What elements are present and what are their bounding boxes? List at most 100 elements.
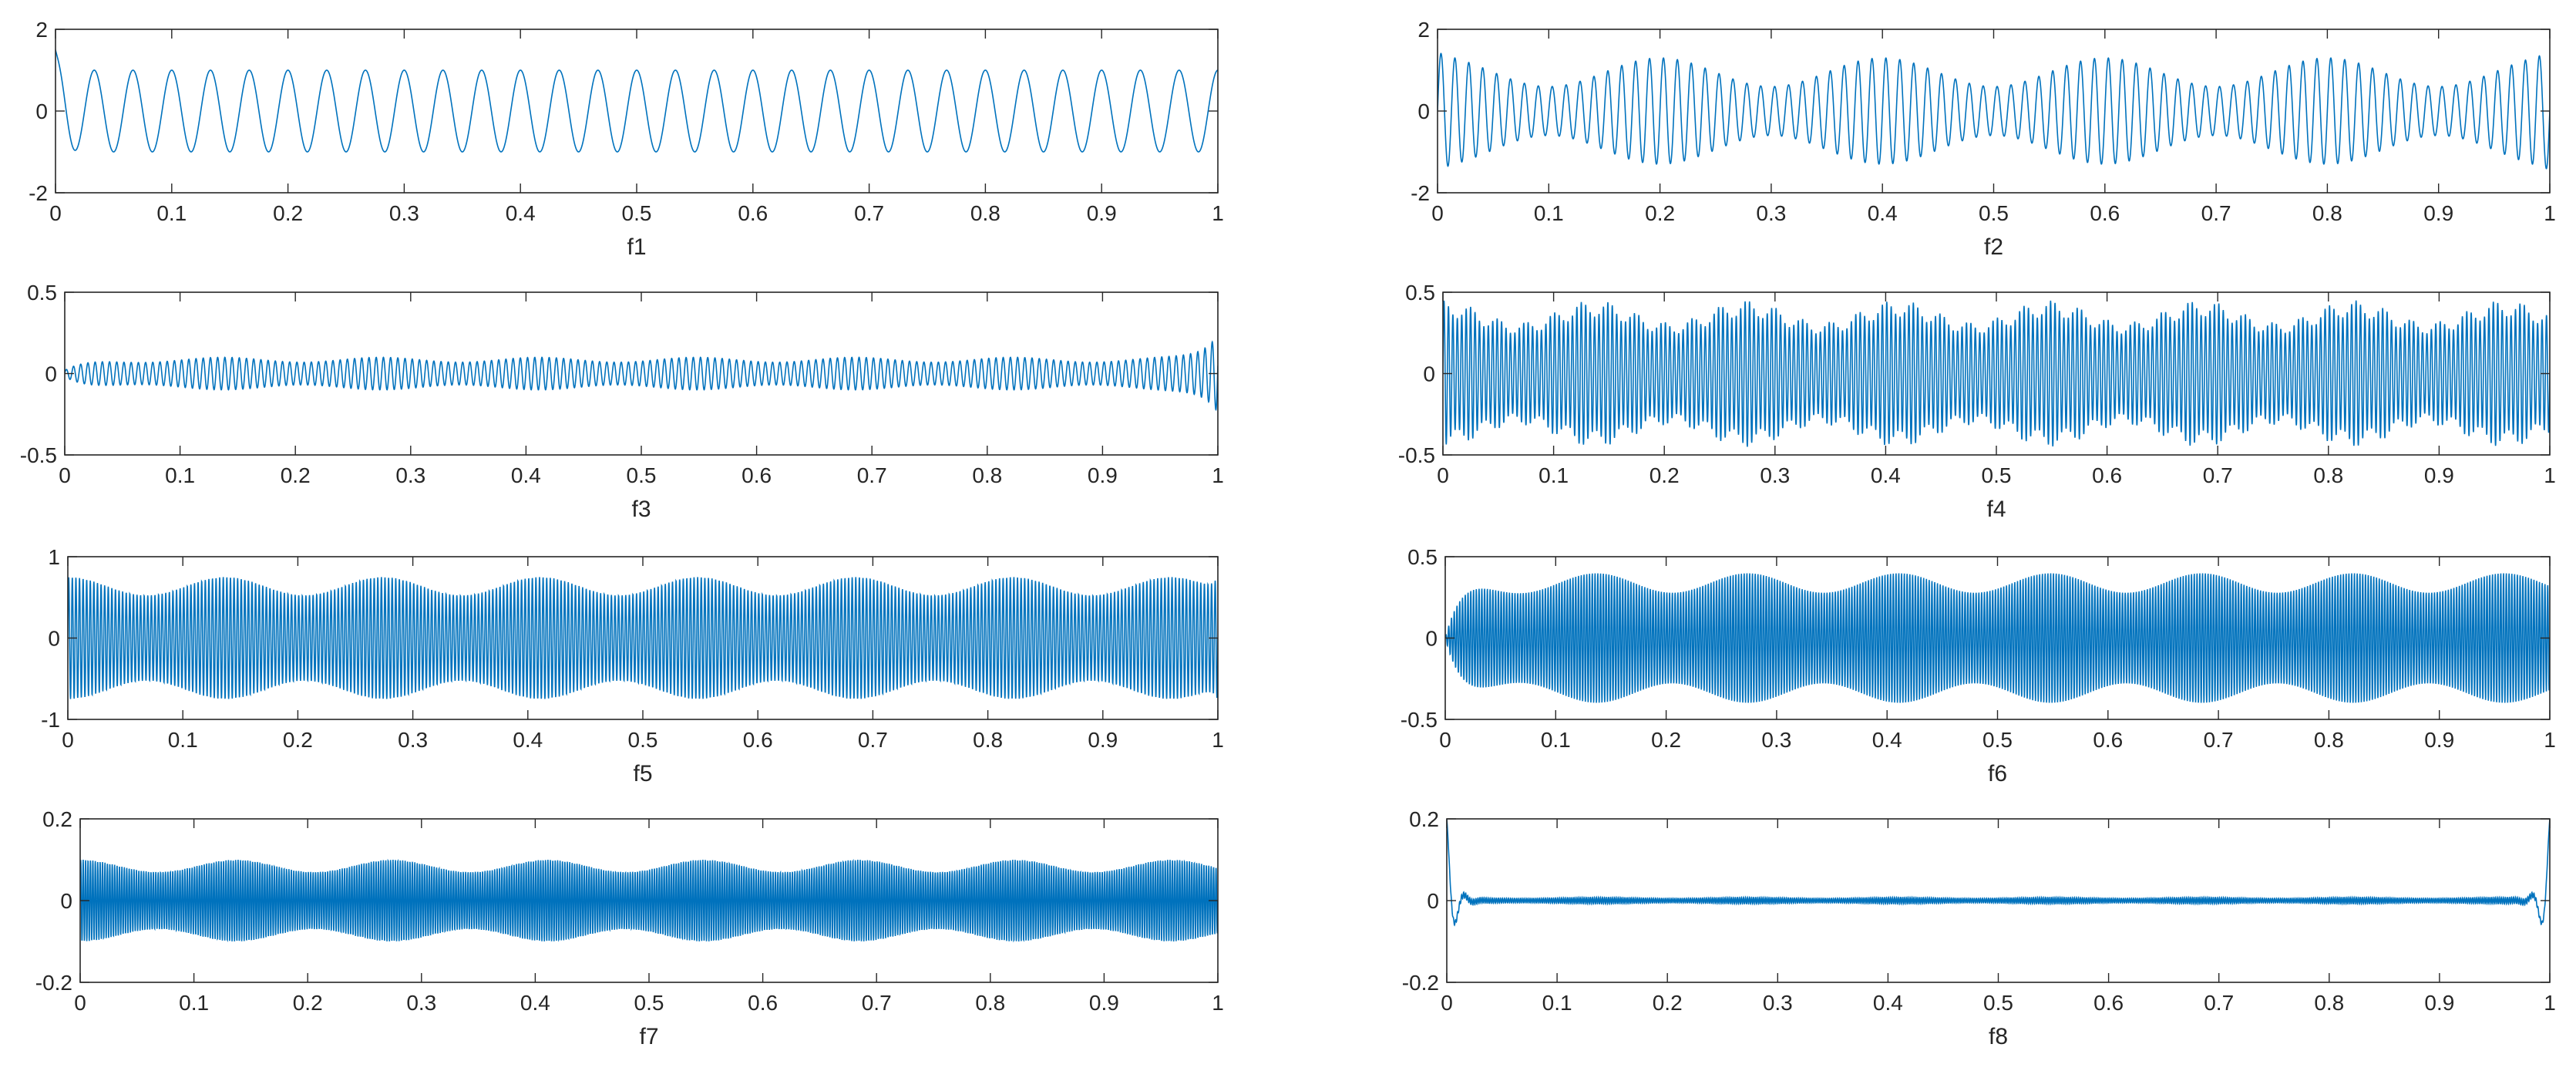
- x-tick-label: 0.4: [511, 463, 541, 487]
- y-tick-label: 0: [1423, 362, 1435, 386]
- x-tick-label: 0.9: [1088, 463, 1118, 487]
- x-tick-label: 0: [49, 201, 62, 225]
- y-tick-label: -0.5: [1398, 443, 1435, 467]
- x-tick-label: 0.7: [858, 728, 888, 752]
- x-tick-label: 0.4: [513, 728, 543, 752]
- x-tick-label: 0.6: [738, 201, 768, 225]
- y-tick-label: 2: [1417, 18, 1430, 42]
- y-tick-label: 0: [1417, 99, 1430, 123]
- x-tick-label: 0.9: [2424, 463, 2454, 487]
- y-tick-label: 0.5: [1407, 545, 1438, 569]
- x-axis-label: f2: [1984, 234, 2003, 260]
- x-tick-label: 0.4: [1871, 463, 1901, 487]
- x-tick-label: 0.4: [520, 991, 550, 1015]
- x-tick-label: 1: [2544, 201, 2556, 225]
- x-tick-label: 0.2: [293, 991, 323, 1015]
- x-tick-label: 0.3: [1763, 991, 1793, 1015]
- y-tick-label: -2: [1411, 181, 1430, 205]
- x-tick-label: 0.1: [1542, 991, 1572, 1015]
- y-tick-label: 0: [45, 362, 57, 386]
- y-tick-label: 0.5: [1405, 281, 1435, 305]
- x-tick-label: 0.9: [2424, 991, 2454, 1015]
- x-tick-label: 0.6: [743, 728, 773, 752]
- x-tick-label: 0.5: [1979, 201, 2009, 225]
- y-tick-label: -1: [41, 708, 60, 732]
- x-tick-label: 0.2: [281, 463, 311, 487]
- x-tick-label: 0: [59, 463, 71, 487]
- y-tick-label: -2: [29, 181, 48, 205]
- x-axis-label: f7: [639, 1024, 658, 1049]
- x-tick-label: 0.8: [2313, 463, 2343, 487]
- x-tick-label: 0.7: [2203, 463, 2233, 487]
- y-tick-label: -0.5: [20, 443, 57, 467]
- series-line-5-1: [68, 577, 1218, 699]
- x-tick-label: 0.5: [628, 728, 658, 752]
- x-axis-label: f1: [627, 234, 646, 260]
- x-tick-label: 0.2: [273, 201, 303, 225]
- x-tick-label: 0.7: [854, 201, 884, 225]
- x-axis-label: f3: [631, 497, 651, 522]
- x-tick-label: 0.3: [406, 991, 436, 1015]
- x-tick-label: 0.2: [1650, 463, 1680, 487]
- x-tick-label: 0.3: [1761, 728, 1791, 752]
- x-tick-label: 0.8: [2314, 991, 2344, 1015]
- x-tick-label: 0: [74, 991, 86, 1015]
- x-tick-label: 0.5: [1982, 728, 2013, 752]
- x-tick-label: 0.6: [2093, 991, 2124, 1015]
- x-tick-label: 0.6: [2092, 463, 2122, 487]
- x-tick-label: 0.1: [156, 201, 187, 225]
- x-tick-label: 0.6: [2093, 728, 2123, 752]
- x-tick-label: 0.7: [857, 463, 887, 487]
- x-tick-label: 1: [1212, 728, 1224, 752]
- x-tick-label: 1: [2544, 991, 2556, 1015]
- x-tick-label: 0.5: [634, 991, 664, 1015]
- x-tick-label: 0.9: [1089, 991, 1119, 1015]
- x-tick-label: 0.3: [1760, 463, 1790, 487]
- x-tick-label: 1: [2544, 463, 2556, 487]
- x-axis-label: f6: [1988, 761, 2007, 786]
- x-tick-label: 0.8: [973, 728, 1003, 752]
- x-tick-label: 0.8: [2314, 728, 2344, 752]
- x-tick-label: 0.1: [1541, 728, 1571, 752]
- x-tick-label: 0.5: [622, 201, 652, 225]
- x-tick-label: 0.3: [398, 728, 428, 752]
- y-tick-label: -0.5: [1401, 708, 1438, 732]
- y-tick-label: 0: [1425, 627, 1438, 651]
- series-line-1-1: [55, 49, 1218, 153]
- y-tick-label: 1: [48, 545, 60, 569]
- subplot-7: 0 0.1 0.2 0.3 0.4 0.5 0.6 0.7 0.8 0.9 10.20-0.2f7: [35, 807, 1224, 1049]
- x-tick-label: 1: [2544, 728, 2556, 752]
- x-axis-label: f4: [1986, 497, 2006, 522]
- x-tick-label: 0.9: [1087, 201, 1117, 225]
- x-tick-label: 0.6: [748, 991, 778, 1015]
- x-tick-label: 0.4: [1868, 201, 1898, 225]
- x-tick-label: 0.2: [1653, 991, 1683, 1015]
- subplot-2: 0 0.1 0.2 0.3 0.4 0.5 0.6 0.7 0.8 0.9 120-2f2: [1411, 18, 2556, 260]
- x-tick-label: 0.7: [862, 991, 892, 1015]
- x-tick-label: 0.3: [389, 201, 419, 225]
- x-tick-label: 0.9: [2424, 728, 2454, 752]
- x-tick-label: 0.5: [627, 463, 657, 487]
- series-line-3-1: [65, 340, 1218, 411]
- x-tick-label: 0.7: [2201, 201, 2231, 225]
- x-tick-label: 0.6: [742, 463, 772, 487]
- y-tick-label: -0.2: [35, 971, 72, 995]
- x-tick-label: 0: [1431, 201, 1444, 225]
- x-tick-label: 0.9: [2423, 201, 2453, 225]
- y-tick-label: 0: [35, 99, 48, 123]
- y-tick-label: 2: [35, 18, 48, 42]
- axes-box: [55, 29, 1219, 194]
- x-tick-label: 0: [1439, 728, 1451, 752]
- x-axis-label: f5: [633, 761, 652, 786]
- series-line-7-1: [80, 858, 1218, 943]
- y-tick-label: -0.2: [1402, 971, 1439, 995]
- subplot-4: 0 0.1 0.2 0.3 0.4 0.5 0.6 0.7 0.8 0.9 10.50-0.5f4: [1398, 281, 2556, 522]
- x-tick-label: 1: [1212, 463, 1224, 487]
- series-line-8-1: [1447, 819, 2550, 927]
- x-tick-label: 1: [1212, 201, 1224, 225]
- x-tick-label: 0.8: [970, 201, 1000, 225]
- y-tick-label: 0: [1427, 889, 1439, 913]
- x-tick-label: 0.7: [2204, 728, 2234, 752]
- x-tick-label: 0.9: [1088, 728, 1118, 752]
